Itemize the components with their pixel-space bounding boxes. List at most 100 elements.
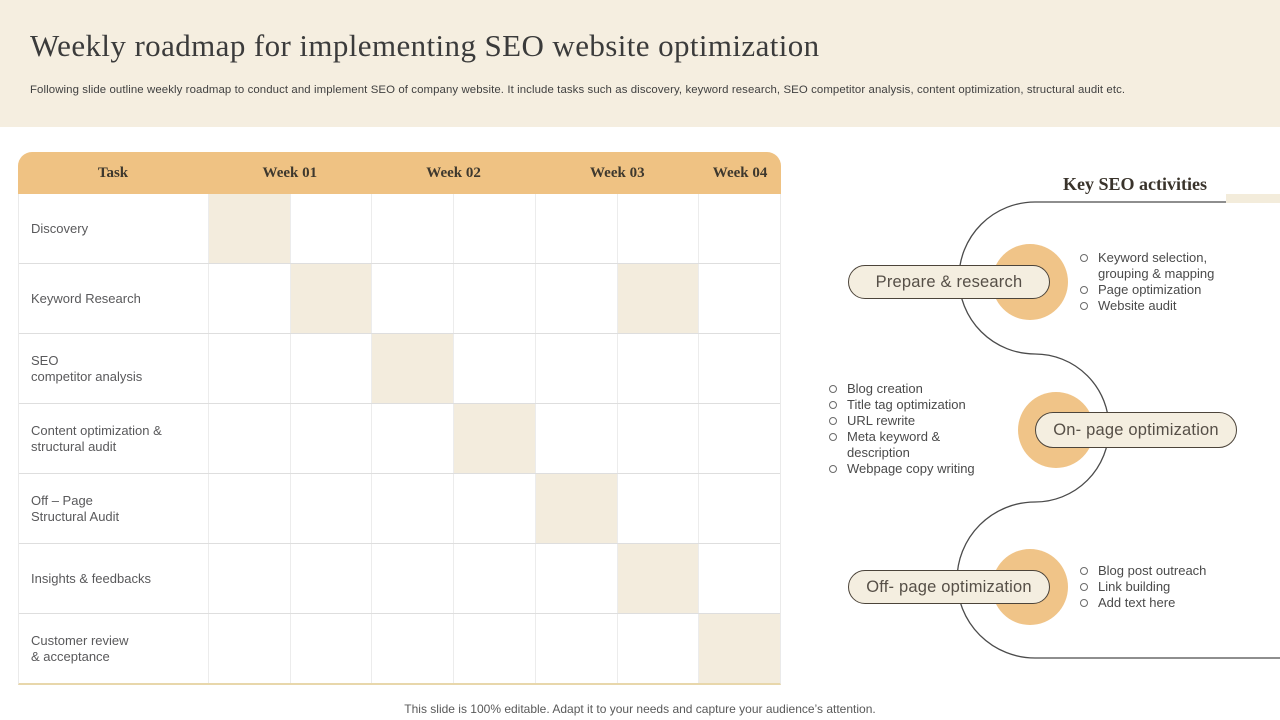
bullet-item: Keyword selection, grouping & mapping [1080,250,1245,282]
gantt-bar-cell [289,264,372,333]
bullet-marker-icon [829,401,837,409]
gantt-cell [208,334,290,403]
gantt-cell [289,194,372,263]
accent-bar [1226,194,1280,203]
gantt-cell [208,614,290,683]
header-week-03: Week 03 [589,164,645,181]
gantt-cell [453,194,535,263]
gantt-cell [698,544,780,613]
gantt-row: Content optimization & structural audit [19,404,780,474]
gantt-cell [698,474,780,543]
header-task: Task [97,164,129,181]
bullet-item: Page optimization [1080,282,1245,298]
bullet-item: Link building [1080,579,1245,595]
gantt-cell [289,544,372,613]
header-week-02: Week 02 [426,164,481,181]
bullet-marker-icon [1080,254,1088,262]
gantt-cell [534,544,617,613]
gantt-cell [289,404,372,473]
bullet-text: Link building [1098,579,1171,594]
gantt-cell [208,264,290,333]
bullet-marker-icon [829,465,837,473]
bullet-item: Title tag optimization [829,397,1004,413]
gantt-row: Customer review & acceptance [19,614,780,683]
gantt-cell [616,474,699,543]
gantt-cell [371,614,454,683]
gantt-task-label: Discovery [31,220,89,236]
gantt-cell [371,194,454,263]
bullet-marker-icon [829,417,837,425]
pill-on-page-optimization: On- page optimization [1035,412,1237,448]
gantt-cell [534,264,617,333]
bullet-marker-icon [829,385,837,393]
header-week-01: Week 01 [262,164,318,181]
gantt-cell [698,334,780,403]
bullet-item: Webpage copy writing [829,461,1004,477]
gantt-cell [371,474,454,543]
bullet-text: Keyword selection, grouping & mapping [1098,250,1215,281]
bullet-item: URL rewrite [829,413,1004,429]
header-week-04: Week 04 [712,164,768,181]
gantt-cell [453,614,535,683]
gantt-bar-cell [616,544,699,613]
bullet-item: Blog post outreach [1080,563,1245,579]
gantt-row: Off – Page Structural Audit [19,474,780,544]
gantt-cell [616,194,699,263]
gantt-task-label: Customer review & acceptance [31,632,129,664]
gantt-cell [534,194,617,263]
bullet-text: Meta keyword & description [847,429,941,460]
gantt-cell [453,474,535,543]
bullet-text: Blog post outreach [1098,563,1207,578]
bullet-item: Blog creation [829,381,1004,397]
gantt-cell [698,194,780,263]
gantt-cell [534,614,617,683]
bullet-text: Title tag optimization [847,397,966,412]
pill-off-page-optimization: Off- page optimization [848,570,1050,604]
gantt-cell [289,334,372,403]
bullet-text: Webpage copy writing [847,461,975,476]
gantt-row: SEO competitor analysis [19,334,780,404]
roadmap-table: Task Week 01 Week 02 Week 03 Week 04 Dis… [18,152,781,685]
gantt-cell [616,404,699,473]
slide-footer-note: This slide is 100% editable. Adapt it to… [404,702,876,716]
slide-title: Weekly roadmap for implementing SEO webs… [30,28,820,63]
bullet-marker-icon [1080,583,1088,591]
bullet-text: Page optimization [1098,282,1202,297]
gantt-row: Insights & feedbacks [19,544,780,614]
gantt-cell [208,474,290,543]
gantt-cell [534,334,617,403]
gantt-cell [453,544,535,613]
gantt-bar-cell [453,404,535,473]
gantt-cell [453,334,535,403]
bullet-item: Add text here [1080,595,1245,611]
gantt-cell [289,614,372,683]
gantt-cell [453,264,535,333]
gantt-bar-cell [698,614,780,683]
bullet-marker-icon [1080,567,1088,575]
bullet-text: Blog creation [847,381,923,396]
gantt-row: Keyword Research [19,264,780,334]
bullet-text: Add text here [1098,595,1176,610]
bullet-item: Website audit [1080,298,1245,314]
bullet-marker-icon [1080,599,1088,607]
gantt-cell [371,264,454,333]
gantt-task-label: SEO competitor analysis [31,352,143,384]
pill-prepare-research: Prepare & research [848,265,1050,299]
gantt-cell [371,404,454,473]
gantt-cell [208,404,290,473]
gantt-task-label: Off – Page Structural Audit [31,492,120,524]
bullet-list-on-page: Blog creation Title tag optimization URL r… [829,381,1004,477]
gantt-cell [534,404,617,473]
gantt-body: Discovery Keyword Research SEO competitor … [18,194,781,685]
gantt-bar-cell [208,194,290,263]
bullet-list-prepare-research: Keyword selection, grouping & mapping Pag… [1080,250,1245,314]
title-band [0,0,1280,127]
gantt-cell [698,264,780,333]
gantt-cell [289,474,372,543]
gantt-cell [616,614,699,683]
bullet-marker-icon [829,433,837,441]
seo-activities-title: Key SEO activities [1063,174,1207,194]
gantt-cell [698,404,780,473]
